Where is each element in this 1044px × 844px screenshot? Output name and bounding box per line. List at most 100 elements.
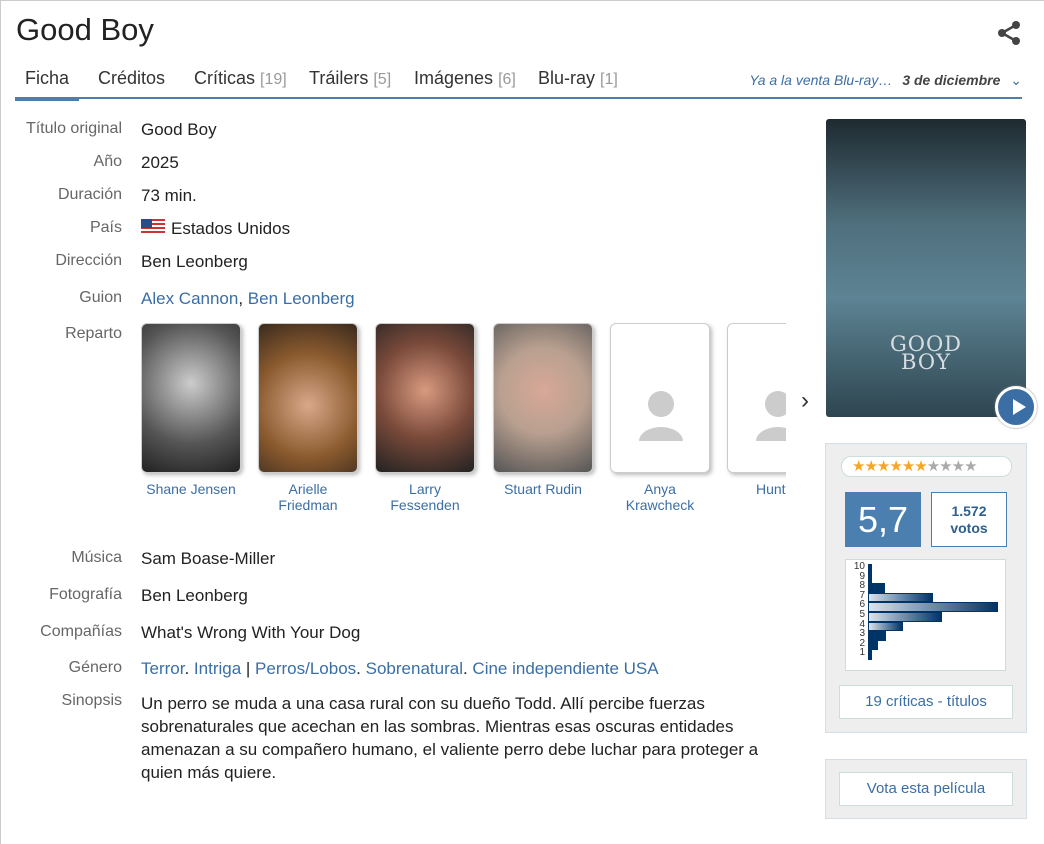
chevron-right-icon[interactable]: › xyxy=(801,387,809,414)
cast-name: Arielle Friedman xyxy=(278,481,338,513)
genre-link[interactable]: Cine independiente USA xyxy=(472,659,659,678)
cast-member[interactable]: Anya Krawcheck xyxy=(610,323,710,513)
cast-member[interactable]: Shane Jensen xyxy=(141,323,241,497)
genre-link[interactable]: Intriga xyxy=(193,659,242,678)
tab-count: [1] xyxy=(600,71,618,88)
avatar-placeholder-icon xyxy=(610,323,710,473)
cast-carousel: Shane Jensen Arielle Friedman Larry Fess… xyxy=(141,323,786,523)
tab-label: Créditos xyxy=(98,68,166,88)
music-link[interactable]: Sam Boase-Miller xyxy=(141,549,276,568)
cast-photo xyxy=(141,323,241,473)
histogram-label: 3 xyxy=(859,628,865,640)
histogram-label: 8 xyxy=(859,580,865,592)
value: 73 min. xyxy=(141,186,197,205)
histogram-label: 1 xyxy=(859,647,865,659)
label: Duración xyxy=(57,186,122,203)
average-score: 5,7 xyxy=(845,492,921,547)
tab-label: Tráilers xyxy=(309,68,369,88)
cast-name: Anya Krawcheck xyxy=(625,481,695,513)
histogram-label: 2 xyxy=(859,637,865,649)
rating-stars: ★★★★★★★★★★ xyxy=(841,456,1012,477)
country-name: Estados Unidos xyxy=(171,219,291,238)
cast-member[interactable]: Hunter xyxy=(727,323,786,497)
votes-label: votos xyxy=(950,520,988,536)
company-link[interactable]: What's Wrong With Your Dog xyxy=(141,623,361,642)
histogram-label: 6 xyxy=(859,599,865,611)
histogram-bar xyxy=(868,631,887,641)
histogram-label: 9 xyxy=(859,570,865,582)
tab-label: Ficha xyxy=(25,68,70,88)
genre-link[interactable]: Sobrenatural xyxy=(365,659,463,678)
star-icon: ★ xyxy=(852,458,865,475)
reviews-button[interactable]: 19 críticas - títulos xyxy=(839,685,1013,719)
tab-imagenes[interactable]: Imágenes [6] xyxy=(414,68,516,89)
star-icon: ★ xyxy=(876,458,890,475)
tab-bluray[interactable]: Blu-ray [1] xyxy=(538,68,618,89)
histogram-label: 5 xyxy=(859,609,865,620)
star-icon: ★ xyxy=(864,458,877,475)
tab-criticas[interactable]: Críticas [19] xyxy=(194,68,287,89)
label: Música xyxy=(71,549,122,566)
play-trailer-button[interactable] xyxy=(995,386,1037,428)
cast-name: Larry Fessenden xyxy=(390,481,460,513)
star-icon: ★ xyxy=(926,458,940,475)
cast-photo xyxy=(375,323,475,473)
writer-link[interactable]: Alex Cannon xyxy=(141,289,239,308)
value: Estados Unidos xyxy=(141,219,290,239)
label: Compañías xyxy=(40,623,122,640)
histogram-bar xyxy=(868,602,998,612)
label: Sinopsis xyxy=(61,692,122,709)
tab-label: Blu-ray xyxy=(538,68,596,88)
tab-creditos[interactable]: Créditos xyxy=(98,68,165,89)
avatar-placeholder-icon xyxy=(727,323,786,473)
tab-count: [6] xyxy=(498,71,516,88)
histogram-label: 10 xyxy=(853,561,865,572)
us-flag-icon xyxy=(141,219,165,235)
promo-text: Ya a la venta Blu-ray… xyxy=(749,72,893,88)
tab-bar: Ficha Créditos Críticas [19] Tráilers [5… xyxy=(15,62,1022,101)
cast-member[interactable]: Stuart Rudin xyxy=(493,323,593,497)
cast-member[interactable]: Arielle Friedman xyxy=(258,323,358,513)
cast-photo xyxy=(258,323,358,473)
cast-member[interactable]: Larry Fessenden xyxy=(375,323,475,513)
cast-name: Shane Jensen xyxy=(146,481,236,497)
label: Género xyxy=(68,659,122,676)
star-icon: ★ xyxy=(964,458,977,475)
star-icon: ★ xyxy=(951,458,965,475)
histogram-bar xyxy=(868,573,872,584)
writer-link[interactable]: Ben Leonberg xyxy=(247,289,355,308)
synopsis-text: Un perro se muda a una casa rural con su… xyxy=(141,694,759,782)
label: Año xyxy=(93,153,122,170)
movie-poster[interactable]: GOOD BOY xyxy=(826,119,1026,417)
cast-photo xyxy=(493,323,593,473)
histogram-bar xyxy=(868,640,879,651)
genre-link[interactable]: Terror xyxy=(141,659,185,678)
star-icon: ★ xyxy=(939,458,952,475)
director-link[interactable]: Ben Leonberg xyxy=(141,252,248,271)
genre-link[interactable]: Perros/Lobos xyxy=(255,659,357,678)
tab-trailers[interactable]: Tráilers [5] xyxy=(309,68,391,89)
vote-panel: Vota esta película xyxy=(825,759,1027,819)
histogram-bar xyxy=(868,650,872,660)
star-icon: ★ xyxy=(901,458,915,475)
value: 2025 xyxy=(141,153,179,172)
label: Guion xyxy=(79,289,122,306)
tab-label: Imágenes xyxy=(414,68,494,88)
label: Título original xyxy=(25,120,122,137)
share-icon[interactable] xyxy=(996,20,1022,46)
photography-link[interactable]: Ben Leonberg xyxy=(141,586,248,605)
histogram-label: 4 xyxy=(859,618,865,630)
value: Good Boy xyxy=(141,120,217,139)
histogram-bar xyxy=(868,621,904,632)
label: País xyxy=(89,219,122,236)
rating-panel: ★★★★★★★★★★ 5,7 1.572 votos 10 9 8 7 6 5 4 3 2 1 19… xyxy=(825,443,1027,733)
cast-name: Stuart Rudin xyxy=(504,481,582,497)
histogram-bar xyxy=(868,612,943,622)
histogram-bar xyxy=(868,564,872,574)
vote-button[interactable]: Vota esta película xyxy=(839,772,1013,806)
promo-date: 3 de diciembre xyxy=(902,72,1001,88)
promo-dropdown[interactable]: Ya a la venta Blu-ray… 3 de diciembre ⌄ xyxy=(749,72,1022,89)
tab-ficha[interactable]: Ficha xyxy=(15,68,80,101)
histogram-bar xyxy=(868,592,933,603)
star-icon: ★ xyxy=(889,458,902,475)
